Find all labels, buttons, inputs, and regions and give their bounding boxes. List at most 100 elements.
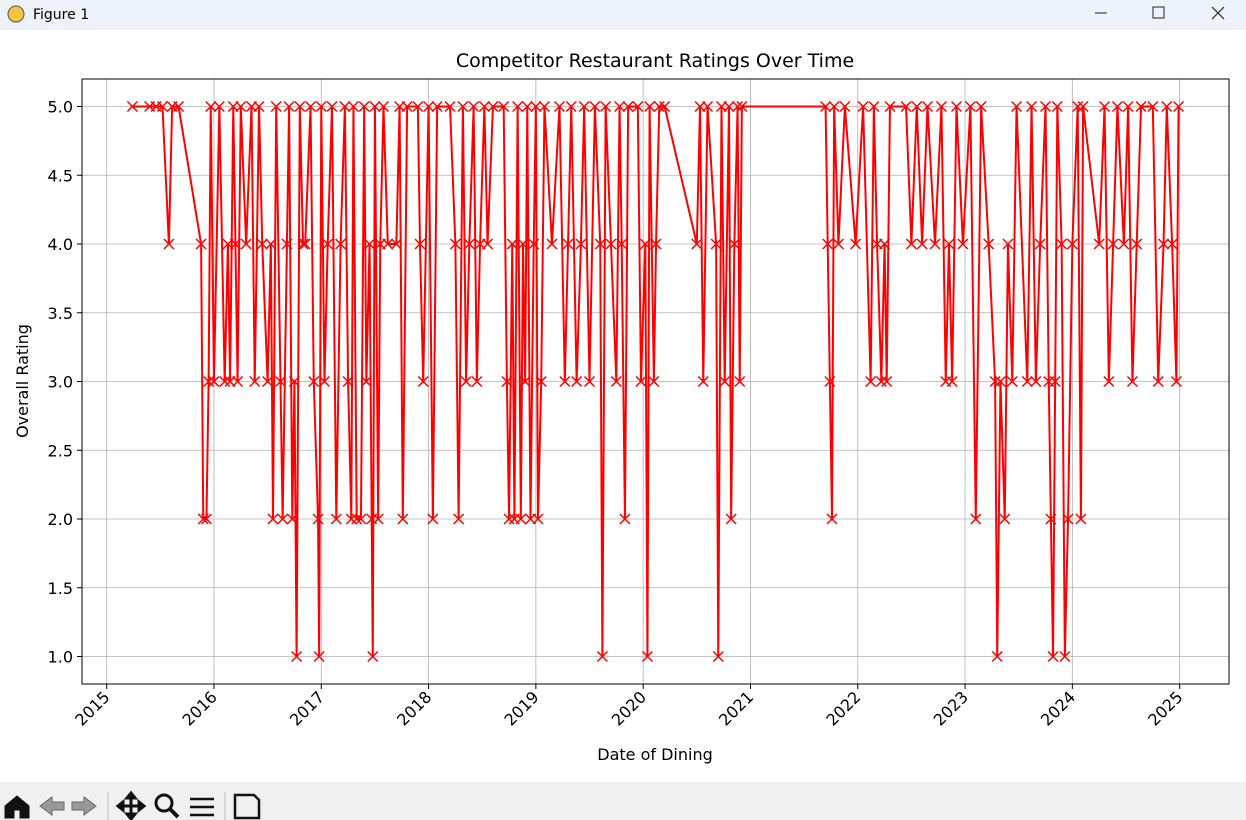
data-marker	[1075, 513, 1087, 525]
data-marker	[312, 513, 324, 525]
data-marker	[283, 100, 295, 113]
data-marker	[235, 100, 247, 113]
data-marker	[824, 375, 836, 388]
x-tick-label: 2023	[930, 687, 972, 729]
x-tick-label: 2025	[1144, 687, 1186, 729]
data-marker	[1056, 238, 1068, 250]
data-marker	[506, 238, 518, 250]
data-marker	[468, 100, 480, 113]
data-marker	[1030, 375, 1042, 388]
data-marker	[265, 238, 277, 250]
y-tick-label: 1.5	[48, 579, 73, 598]
data-marker	[219, 375, 231, 388]
data-marker	[1099, 100, 1111, 113]
data-marker	[734, 375, 746, 388]
save-button[interactable]	[233, 793, 261, 820]
data-marker	[1166, 238, 1178, 250]
data-marker	[736, 100, 748, 113]
data-marker	[1006, 375, 1018, 388]
data-marker	[530, 100, 542, 113]
data-marker	[229, 238, 241, 250]
data-marker	[417, 375, 429, 388]
data-marker	[970, 513, 982, 525]
pan-button[interactable]	[115, 790, 147, 820]
toolbar	[0, 782, 1246, 820]
data-marker	[605, 238, 617, 250]
data-marker	[1161, 100, 1173, 113]
data-marker	[156, 100, 169, 113]
data-marker	[828, 100, 840, 113]
data-marker	[1002, 238, 1014, 250]
data-marker	[1131, 238, 1143, 250]
data-marker	[471, 375, 483, 388]
data-marker	[850, 238, 862, 250]
data-marker	[921, 100, 934, 113]
data-marker	[294, 100, 306, 113]
data-marker	[330, 513, 342, 525]
data-marker	[578, 100, 590, 113]
data-marker	[281, 238, 293, 250]
x-tick-label: 2019	[500, 687, 542, 729]
data-marker	[449, 238, 461, 250]
data-marker	[197, 513, 209, 525]
data-marker	[253, 100, 265, 113]
data-marker	[650, 238, 662, 250]
data-marker	[911, 100, 923, 113]
data-marker	[946, 375, 958, 388]
data-marker	[1111, 100, 1123, 113]
data-marker	[318, 375, 331, 388]
close-button[interactable]	[1211, 6, 1225, 20]
data-marker	[950, 100, 962, 113]
data-marker	[881, 375, 893, 388]
data-marker	[1039, 100, 1052, 113]
data-marker	[339, 100, 351, 113]
back-button[interactable]	[39, 796, 65, 816]
data-marker	[929, 238, 941, 250]
forward-button[interactable]	[71, 796, 97, 816]
data-marker	[935, 100, 947, 113]
data-marker	[600, 100, 612, 113]
data-marker	[1103, 375, 1115, 388]
data-marker	[1034, 238, 1046, 250]
y-tick-label: 4.0	[48, 235, 73, 254]
data-marker	[397, 513, 409, 525]
data-marker	[991, 650, 1003, 663]
window-title: Figure 1	[33, 7, 89, 23]
data-marker	[232, 375, 244, 388]
data-marker	[710, 238, 722, 250]
data-marker	[614, 100, 626, 113]
data-marker	[291, 650, 303, 663]
data-marker	[1077, 100, 1089, 113]
home-button[interactable]	[4, 795, 30, 819]
data-marker	[653, 100, 665, 113]
zoom-handle	[168, 807, 180, 819]
data-marker	[358, 100, 370, 113]
data-marker	[900, 100, 912, 113]
configure-button[interactable]	[190, 797, 214, 817]
data-marker	[163, 238, 175, 250]
data-marker	[478, 100, 490, 113]
data-marker	[351, 513, 363, 525]
data-marker	[884, 100, 896, 113]
data-marker	[589, 100, 601, 113]
data-marker	[173, 100, 185, 113]
data-marker	[999, 513, 1011, 525]
data-marker	[1147, 100, 1159, 113]
data-marker	[213, 100, 225, 113]
y-tick-label: 5.0	[48, 98, 73, 117]
data-marker	[517, 238, 529, 250]
zoom-button[interactable]	[154, 793, 174, 813]
data-marker	[916, 238, 928, 250]
maximize-button[interactable]	[1152, 6, 1165, 19]
data-marker	[195, 238, 207, 250]
data-marker	[444, 100, 456, 113]
data-marker	[822, 238, 834, 250]
data-marker	[832, 238, 844, 250]
data-marker	[288, 375, 300, 388]
data-marker	[286, 513, 298, 525]
data-marker	[732, 100, 744, 113]
data-marker	[519, 375, 531, 388]
data-marker	[401, 100, 413, 113]
data-marker	[1062, 513, 1074, 525]
data-marker	[208, 375, 220, 388]
